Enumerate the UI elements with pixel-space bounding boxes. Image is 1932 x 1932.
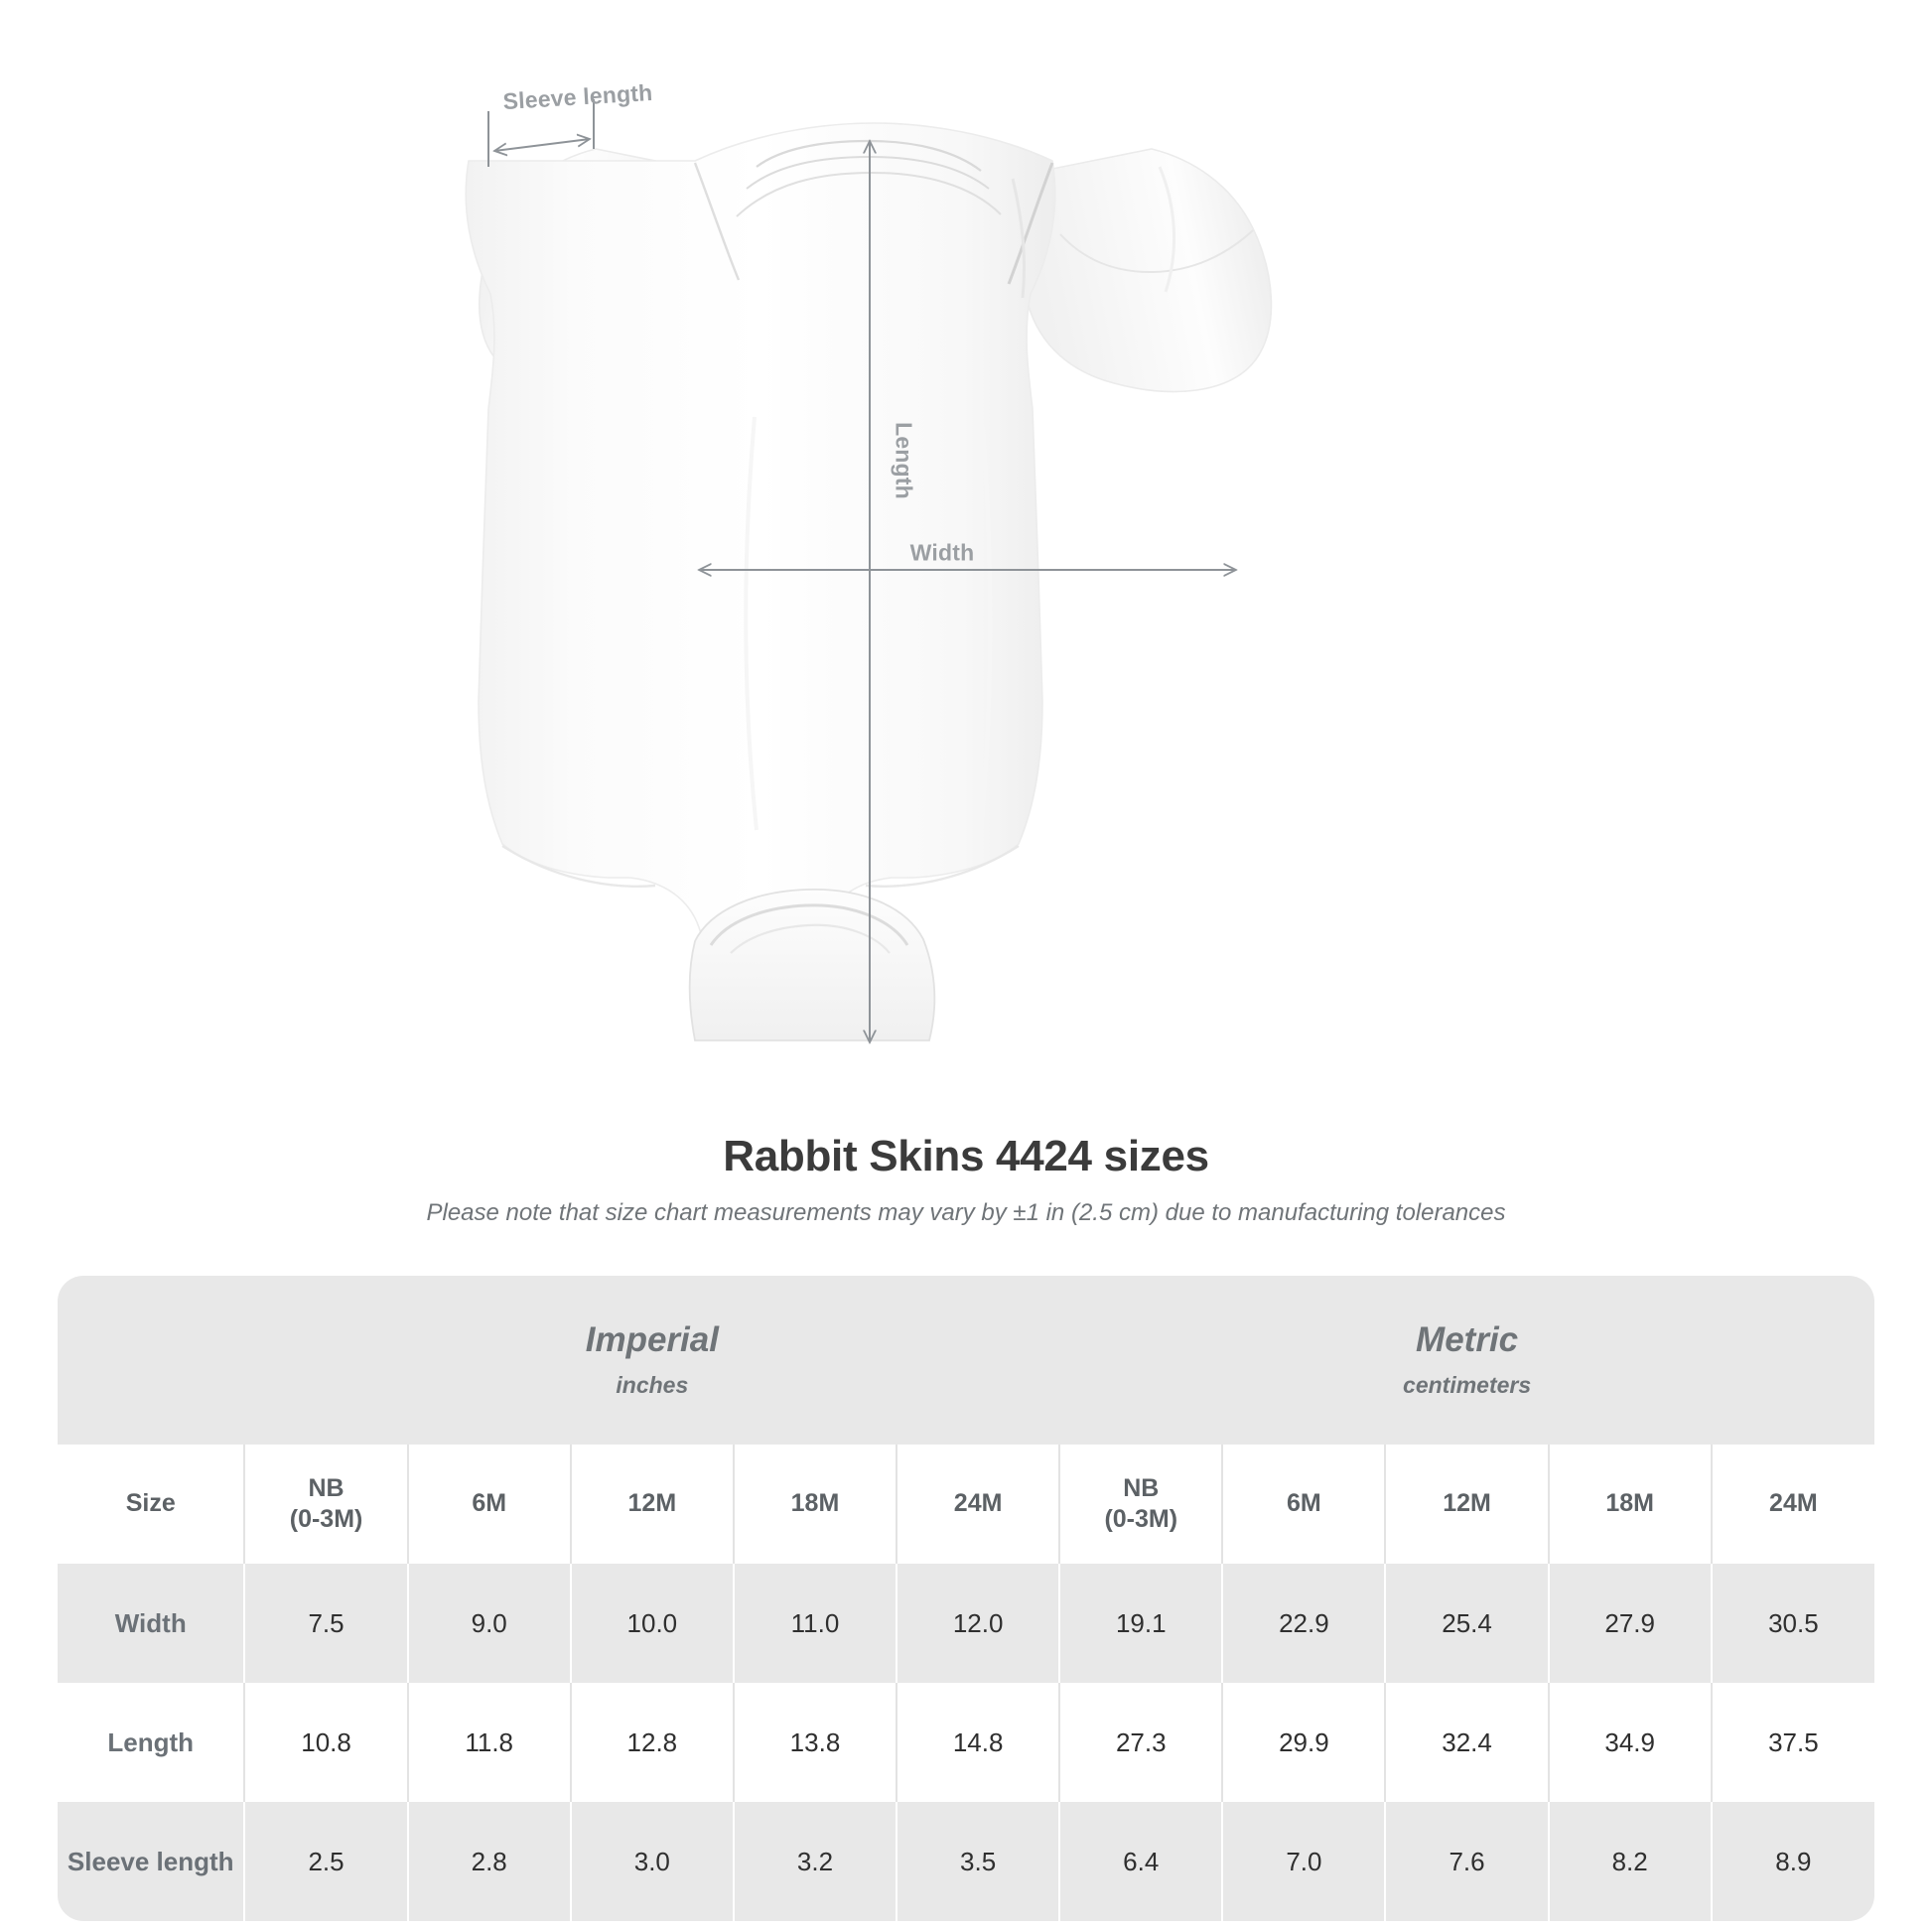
- table-row-sleeve-length: Sleeve length 2.5 2.8 3.0 3.2 3.5 6.4 7.…: [58, 1802, 1874, 1921]
- cell-sleeve-imperial-12m: 3.0: [569, 1802, 734, 1921]
- row-label-sleeve-length: Sleeve length: [58, 1802, 245, 1921]
- shoulder-seam-left: [693, 162, 741, 281]
- unit-group-imperial-name: Imperial: [585, 1320, 719, 1360]
- cell-width-imperial-18m: 11.0: [732, 1564, 897, 1683]
- cell-length-metric-nb: 27.3: [1058, 1683, 1223, 1802]
- row-label-width: Width: [58, 1564, 245, 1683]
- column-header-metric-12m: 12M: [1384, 1445, 1549, 1564]
- cell-width-metric-nb: 19.1: [1058, 1564, 1223, 1683]
- cell-length-imperial-nb: 10.8: [243, 1683, 408, 1802]
- right-sleeve-fold-a: [1158, 166, 1176, 293]
- crotch-flap-binding: [709, 903, 909, 946]
- unit-group-metric-sub: centimeters: [1403, 1371, 1532, 1398]
- unit-group-imperial: Imperial inches: [244, 1276, 1060, 1445]
- column-header-sub: (0-3M): [289, 1505, 363, 1533]
- cell-sleeve-metric-nb: 6.4: [1058, 1802, 1223, 1921]
- cell-width-metric-12m: 25.4: [1384, 1564, 1549, 1683]
- right-sleeve-hem: [1059, 229, 1254, 274]
- column-header-main: NB: [308, 1473, 345, 1502]
- size-chart-table-container: Imperial inches Metric centimeters Size …: [58, 1276, 1874, 1921]
- right-sleeve: [1024, 148, 1273, 393]
- body-fold-a: [744, 416, 759, 831]
- unit-group-metric: Metric centimeters: [1059, 1276, 1874, 1445]
- unit-group-imperial-sub: inches: [616, 1371, 689, 1398]
- table-head: Imperial inches Metric centimeters Size …: [58, 1276, 1874, 1564]
- cell-length-imperial-6m: 11.8: [406, 1683, 571, 1802]
- column-header-metric-24m: 24M: [1710, 1445, 1874, 1564]
- cell-sleeve-metric-24m: 8.9: [1710, 1802, 1874, 1921]
- column-header-metric-18m: 18M: [1547, 1445, 1712, 1564]
- unit-group-header-row: Imperial inches Metric centimeters: [58, 1276, 1874, 1445]
- row-label-length: Length: [58, 1683, 245, 1802]
- shoulder-fold-right: [1011, 178, 1027, 299]
- cell-sleeve-metric-12m: 7.6: [1384, 1802, 1549, 1921]
- column-header-metric-6m: 6M: [1221, 1445, 1386, 1564]
- cell-sleeve-imperial-18m: 3.2: [732, 1802, 897, 1921]
- column-header-sub: (0-3M): [1104, 1505, 1178, 1533]
- cell-sleeve-metric-18m: 8.2: [1547, 1802, 1712, 1921]
- cell-width-metric-18m: 27.9: [1547, 1564, 1712, 1683]
- body-fold-b: [979, 426, 993, 833]
- cell-length-metric-24m: 37.5: [1710, 1683, 1874, 1802]
- column-header-imperial-nb: NB (0-3M): [243, 1445, 408, 1564]
- cell-sleeve-imperial-24m: 3.5: [896, 1802, 1060, 1921]
- page-title: Rabbit Skins 4424 sizes: [723, 1132, 1209, 1180]
- table-row-width: Width 7.5 9.0 10.0 11.0 12.0 19.1 22.9 2…: [58, 1564, 1874, 1683]
- cell-width-imperial-12m: 10.0: [569, 1564, 734, 1683]
- column-header-metric-nb: NB (0-3M): [1058, 1445, 1223, 1564]
- shoulder-seam-right: [1007, 162, 1054, 285]
- size-header-row: Size NB (0-3M) 6M 12M 18M 24M NB (0-3M) …: [58, 1445, 1874, 1564]
- cell-length-metric-6m: 29.9: [1221, 1683, 1386, 1802]
- table-body: Width 7.5 9.0 10.0 11.0 12.0 19.1 22.9 2…: [58, 1564, 1874, 1921]
- cell-sleeve-metric-6m: 7.0: [1221, 1802, 1386, 1921]
- column-header-main: NB: [1123, 1473, 1160, 1502]
- leg-opening-left: [501, 844, 656, 888]
- title-block: Rabbit Skins 4424 sizes Please note that…: [0, 1132, 1932, 1227]
- width-annotation-label: Width: [909, 539, 975, 566]
- column-header-imperial-12m: 12M: [569, 1445, 734, 1564]
- cell-width-metric-24m: 30.5: [1710, 1564, 1874, 1683]
- length-annotation-label: Length: [891, 422, 917, 499]
- unit-header-spacer: [58, 1276, 245, 1445]
- column-header-imperial-24m: 24M: [896, 1445, 1060, 1564]
- cell-sleeve-imperial-nb: 2.5: [243, 1802, 408, 1921]
- column-header-imperial-6m: 6M: [406, 1445, 571, 1564]
- column-header-size: Size: [58, 1445, 245, 1564]
- bodysuit-illustration: [465, 99, 1273, 1112]
- column-header-imperial-18m: 18M: [732, 1445, 897, 1564]
- garment-figure: Sleeve length Width Length: [465, 79, 1273, 1112]
- table-row-length: Length 10.8 11.8 12.8 13.8 14.8 27.3 29.…: [58, 1683, 1874, 1802]
- cell-width-metric-6m: 22.9: [1221, 1564, 1386, 1683]
- cell-sleeve-imperial-6m: 2.8: [406, 1802, 571, 1921]
- unit-group-metric-name: Metric: [1416, 1320, 1519, 1360]
- sleeve-length-dimension: [487, 99, 595, 167]
- leg-opening-right: [865, 844, 1020, 888]
- tolerance-note: Please note that size chart measurements…: [426, 1199, 1506, 1226]
- cell-width-imperial-24m: 12.0: [896, 1564, 1060, 1683]
- cell-width-imperial-nb: 7.5: [243, 1564, 408, 1683]
- cell-width-imperial-6m: 9.0: [406, 1564, 571, 1683]
- cell-length-imperial-12m: 12.8: [569, 1683, 734, 1802]
- cell-length-imperial-18m: 13.8: [732, 1683, 897, 1802]
- crotch-flap: [688, 889, 936, 1041]
- cell-length-imperial-24m: 14.8: [896, 1683, 1060, 1802]
- cell-length-metric-12m: 32.4: [1384, 1683, 1549, 1802]
- cell-length-metric-18m: 34.9: [1547, 1683, 1712, 1802]
- size-chart-table: Imperial inches Metric centimeters Size …: [58, 1276, 1874, 1921]
